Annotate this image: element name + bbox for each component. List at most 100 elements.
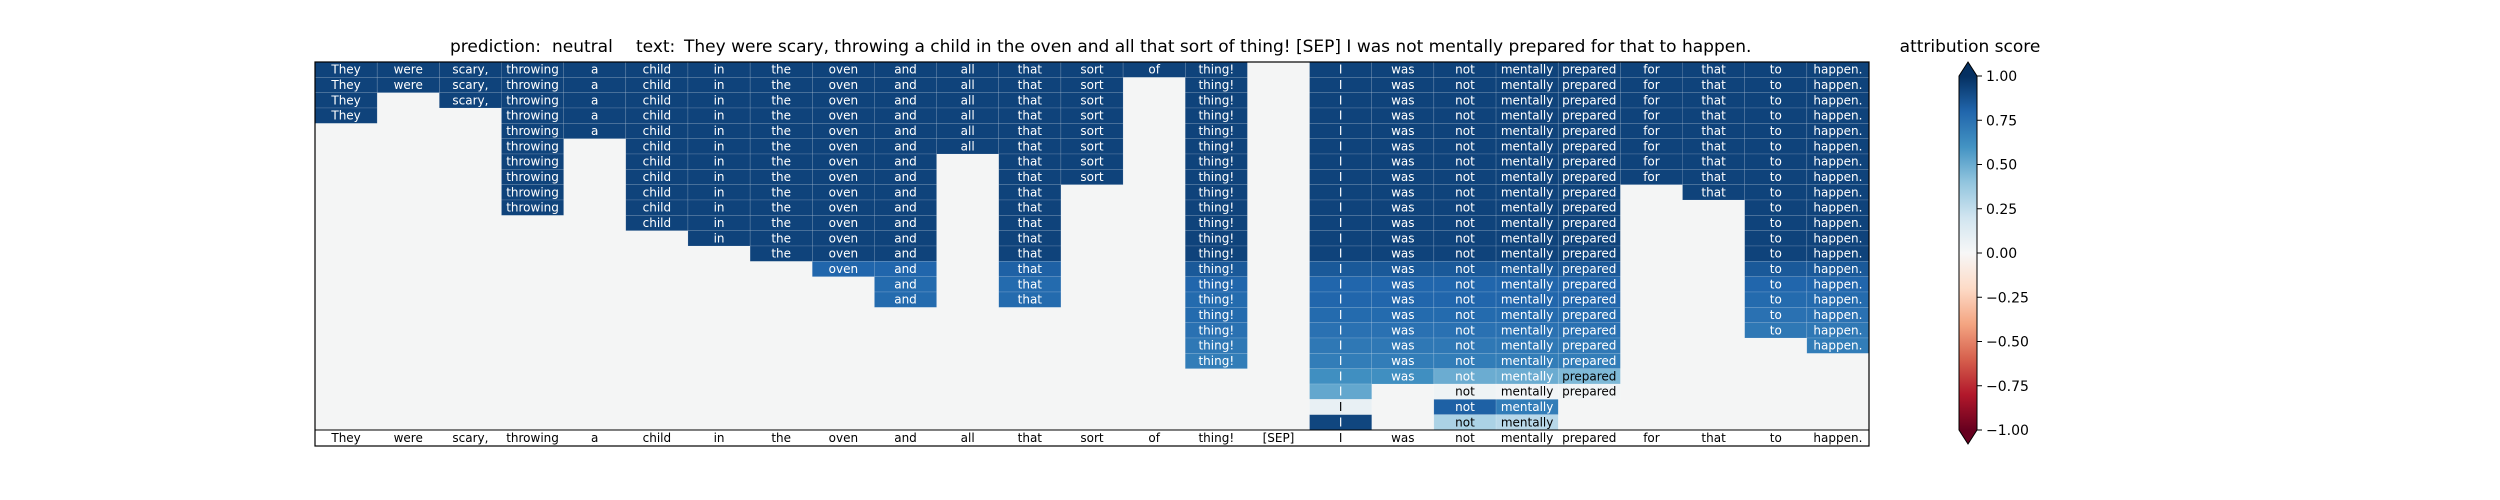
heatmap-cell xyxy=(998,291,1062,308)
heatmap-cell-label: I xyxy=(1339,93,1343,107)
heatmap-cell-label: in xyxy=(714,170,725,184)
heatmap-cell xyxy=(1184,307,1248,323)
heatmap-cell-label: I xyxy=(1339,277,1343,291)
heatmap-cell-label: to xyxy=(1770,216,1782,230)
heatmap-cell-label: I xyxy=(1339,354,1343,368)
heatmap-cell-label: to xyxy=(1770,93,1782,107)
heatmap-cell-label: to xyxy=(1770,109,1782,123)
colorbar-tick-label: −0.25 xyxy=(1986,290,2029,306)
heatmap-cell-label: and xyxy=(894,155,917,169)
heatmap-cell xyxy=(1060,77,1124,93)
heatmap-cell-label: a xyxy=(591,109,598,123)
heatmap-cell-label: They xyxy=(330,63,360,77)
heatmap-cell-label: all xyxy=(961,93,975,107)
heatmap-cell-label: to xyxy=(1770,155,1782,169)
token-label: scary, xyxy=(452,431,488,445)
heatmap-cell-label: I xyxy=(1339,385,1343,399)
heatmap-cell-label: mentally xyxy=(1501,170,1554,184)
heatmap-cell-label: throwing xyxy=(506,78,559,92)
token-label: and xyxy=(894,431,917,445)
heatmap-cell-label: and xyxy=(894,262,917,276)
heatmap-cell-label: in xyxy=(714,231,725,245)
heatmap-cell-label: prepared xyxy=(1562,247,1616,261)
heatmap-cell-label: They xyxy=(330,78,360,92)
heatmap-cell-label: prepared xyxy=(1562,216,1616,230)
heatmap-cell xyxy=(1557,215,1621,231)
heatmap-cell-label: was xyxy=(1391,170,1414,184)
heatmap-cell-label: to xyxy=(1770,124,1782,138)
heatmap-cell-label: happen. xyxy=(1813,308,1862,322)
heatmap-cell-label: scary, xyxy=(452,78,488,92)
heatmap-cell-label: that xyxy=(1701,185,1726,199)
heatmap-cell-label: thing! xyxy=(1198,339,1234,353)
token-label: thing! xyxy=(1198,431,1234,445)
heatmap-cell xyxy=(1184,215,1248,231)
heatmap-cell xyxy=(1060,169,1124,185)
heatmap-cell xyxy=(874,261,937,277)
heatmap-cell-label: throwing xyxy=(506,201,559,215)
heatmap-cell-label: that xyxy=(1018,247,1043,261)
heatmap-cell-label: mentally xyxy=(1501,369,1554,383)
heatmap-cell xyxy=(936,123,1000,139)
heatmap-cell-label: the xyxy=(771,78,791,92)
heatmap-cell-label: a xyxy=(591,78,598,92)
heatmap-cell-label: prepared xyxy=(1562,277,1616,291)
colorbar-extend-top xyxy=(1959,62,1977,76)
heatmap-cell-label: I xyxy=(1339,216,1343,230)
heatmap-cell-label: child xyxy=(643,139,672,153)
heatmap-cell-label: prepared xyxy=(1562,170,1616,184)
heatmap-cell-label: the xyxy=(771,139,791,153)
colorbar-tick-label: 0.75 xyxy=(1986,113,2017,129)
heatmap-cell-label: happen. xyxy=(1813,201,1862,215)
heatmap-cell-label: was xyxy=(1391,339,1414,353)
heatmap-cell-label: and xyxy=(894,170,917,184)
heatmap-cell-label: not xyxy=(1455,415,1475,429)
heatmap-cell-label: all xyxy=(961,63,975,77)
heatmap-cell-label: the xyxy=(771,155,791,169)
heatmap-cell-label: to xyxy=(1770,308,1782,322)
heatmap-cell xyxy=(874,291,937,308)
heatmap-cell-label: oven xyxy=(829,155,858,169)
chart-title-prediction-label: prediction: xyxy=(450,37,541,57)
token-label: that xyxy=(1018,431,1043,445)
heatmap-cell-label: not xyxy=(1455,400,1475,414)
heatmap-cell-label: oven xyxy=(829,185,858,199)
heatmap-cell-label: happen. xyxy=(1813,185,1862,199)
heatmap-cell-label: not xyxy=(1455,323,1475,337)
heatmap-cell-label: mentally xyxy=(1501,262,1554,276)
heatmap-cell-label: not xyxy=(1455,277,1475,291)
heatmap-cell-label: mentally xyxy=(1501,293,1554,307)
heatmap-cell xyxy=(749,123,813,139)
heatmap-cell xyxy=(749,77,813,93)
heatmap-cell-label: throwing xyxy=(506,185,559,199)
heatmap-cell-label: a xyxy=(591,93,598,107)
heatmap-cell-label: child xyxy=(643,216,672,230)
heatmap-cell-label: sort xyxy=(1080,124,1104,138)
heatmap-cell-label: mentally xyxy=(1501,323,1554,337)
heatmap-cell-label: thing! xyxy=(1198,231,1234,245)
heatmap-cell-label: that xyxy=(1701,170,1726,184)
token-label: sort xyxy=(1080,431,1104,445)
heatmap-cell-label: I xyxy=(1339,400,1343,414)
heatmap-cell-label: in xyxy=(714,78,725,92)
token-label: oven xyxy=(829,431,858,445)
heatmap-cell-label: and xyxy=(894,293,917,307)
heatmap-cell xyxy=(625,77,689,93)
heatmap-cell-label: was xyxy=(1391,247,1414,261)
heatmap-cell-label: the xyxy=(771,93,791,107)
heatmap-cell-label: was xyxy=(1391,293,1414,307)
heatmap-cell-label: was xyxy=(1391,139,1414,153)
heatmap-cell-label: all xyxy=(961,124,975,138)
heatmap-cell-label: I xyxy=(1339,170,1343,184)
heatmap-cell-label: happen. xyxy=(1813,293,1862,307)
heatmap-cell-label: the xyxy=(771,109,791,123)
heatmap-cell-label: to xyxy=(1770,63,1782,77)
heatmap-cell xyxy=(501,169,564,185)
heatmap-cell-label: thing! xyxy=(1198,124,1234,138)
heatmap-cell-label: oven xyxy=(829,262,858,276)
colorbar-tick-label: 0.50 xyxy=(1986,158,2017,174)
heatmap-cell-label: the xyxy=(771,63,791,77)
heatmap-cell-label: thing! xyxy=(1198,247,1234,261)
heatmap-cell-label: and xyxy=(894,124,917,138)
heatmap-cell-label: prepared xyxy=(1562,124,1616,138)
